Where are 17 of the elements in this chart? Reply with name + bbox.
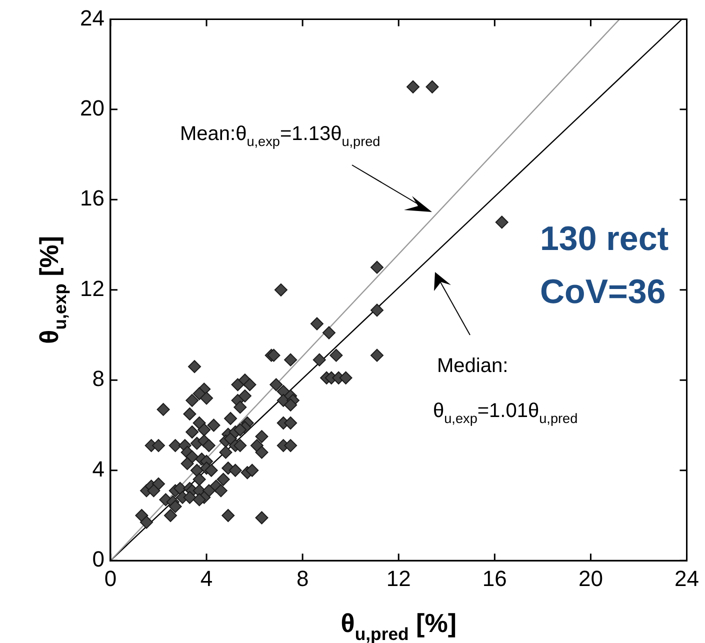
x-tick-label: 16 [482, 566, 507, 591]
y-tick-label: 4 [92, 456, 104, 482]
x-tick-label: 12 [386, 566, 411, 591]
y-axis-title: θu,exp [%] [34, 236, 70, 344]
x-tick-label: 24 [674, 566, 700, 591]
annotation: 130 rect [540, 220, 669, 258]
annotation: Median: [437, 355, 508, 377]
annotation: CoV=36 [540, 273, 666, 311]
x-tick-label: 8 [296, 566, 309, 591]
x-tick-label: 4 [200, 566, 213, 591]
y-tick-label: 12 [80, 276, 104, 301]
y-tick-label: 24 [80, 5, 104, 30]
x-tick-label: 20 [578, 566, 603, 591]
y-tick-label: 16 [80, 186, 104, 211]
y-tick-label: 8 [92, 366, 104, 392]
y-tick-label: 20 [80, 95, 104, 120]
y-tick-label: 0 [92, 546, 104, 572]
